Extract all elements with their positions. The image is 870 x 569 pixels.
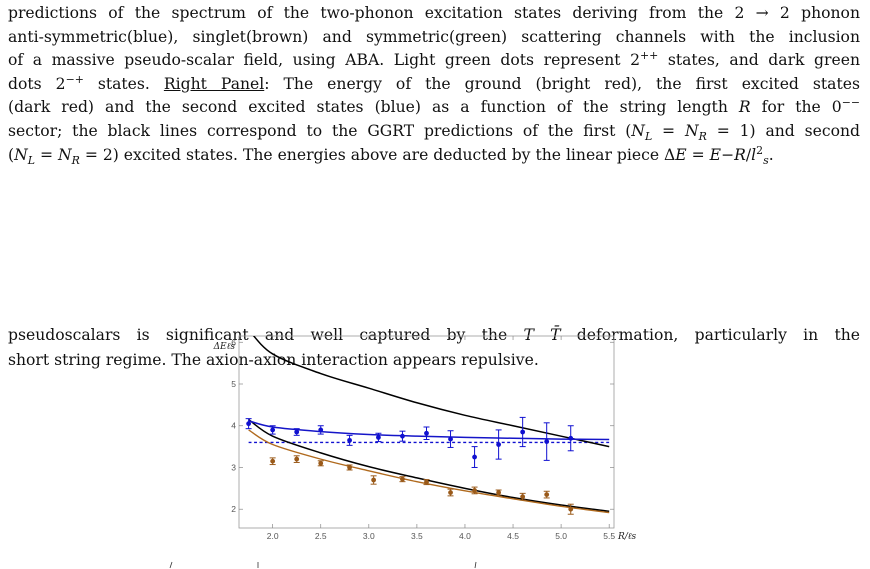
x-tick-label: 4.0 bbox=[459, 531, 471, 541]
next-figure-fragment bbox=[169, 561, 477, 569]
y-tick-label: 5 bbox=[231, 379, 236, 389]
brown-data-point bbox=[520, 494, 526, 500]
plot-frame bbox=[238, 335, 615, 529]
x-tick-label: 4.5 bbox=[507, 531, 519, 541]
body-paragraph: pseudoscalars is significant and well ca… bbox=[8, 323, 860, 373]
blue-data-point bbox=[520, 429, 526, 435]
x-tick-label: 5.0 bbox=[555, 531, 567, 541]
blue-data-point bbox=[544, 439, 550, 444]
blue-data-point bbox=[568, 435, 574, 441]
ggrt-first-excited-line bbox=[248, 418, 610, 513]
brown-data-point bbox=[347, 465, 352, 470]
brown-data-point bbox=[472, 488, 477, 493]
y-tick-label: 3 bbox=[231, 462, 236, 472]
caption-line-6: sector; the black lines correspond to th… bbox=[8, 121, 860, 144]
figure-caption: predictions of the spectrum of the two-p… bbox=[8, 2, 860, 167]
body-line-2: short string regime. The axion-axion int… bbox=[8, 351, 539, 369]
blue-data-point bbox=[347, 437, 352, 443]
caption-line-5: (dark red) and the second excited states… bbox=[8, 96, 860, 117]
blue-fit-curve bbox=[248, 420, 610, 441]
caption-line-3: of a massive pseudo-scalar field, using … bbox=[8, 49, 860, 70]
brown-data-point bbox=[371, 477, 377, 483]
caption-line-4: dots 2−+ states. Right Panel: The energy… bbox=[8, 72, 860, 93]
blue-data-point bbox=[246, 421, 252, 427]
ggrt-second-excited-line bbox=[252, 336, 610, 448]
x-tick-label: 2.0 bbox=[267, 531, 279, 541]
right-panel-label: Right Panel bbox=[163, 74, 265, 93]
x-tick-label: 5.5 bbox=[603, 531, 615, 541]
blue-data-point bbox=[270, 427, 276, 433]
blue-data-point bbox=[472, 454, 477, 460]
blue-data-point bbox=[318, 427, 324, 433]
brown-data-point bbox=[318, 460, 324, 466]
blue-data-point bbox=[400, 433, 405, 439]
brown-data-point bbox=[544, 492, 550, 498]
y-tick-label: 6 bbox=[231, 337, 236, 347]
brown-data-point bbox=[400, 476, 405, 482]
blue-data-point bbox=[496, 442, 502, 447]
brown-data-point bbox=[448, 490, 453, 495]
tt-bar-symbol: T T̄ bbox=[523, 326, 561, 344]
body-line-1: pseudoscalars is significant and well ca… bbox=[8, 326, 860, 344]
y-tick-label: 4 bbox=[231, 421, 236, 431]
blue-data-point bbox=[448, 436, 453, 442]
brown-data-point bbox=[270, 458, 276, 464]
brown-data-point bbox=[568, 506, 574, 512]
x-tick-label: 3.5 bbox=[411, 531, 423, 541]
caption-line-1: predictions of the spectrum of the two-p… bbox=[8, 4, 860, 22]
brown-data-point bbox=[496, 490, 502, 495]
caption-line-2: anti-symmetric(blue), singlet(brown) and… bbox=[8, 27, 860, 46]
brown-data-point bbox=[424, 479, 429, 485]
caption-line-7: (NL = NR = 2) excited states. The energi… bbox=[8, 143, 774, 167]
blue-data-point bbox=[294, 429, 300, 435]
y-axis-label: ΔEℓs bbox=[213, 342, 236, 352]
brown-data-point bbox=[294, 456, 300, 462]
blue-data-point bbox=[376, 435, 381, 440]
x-tick-label: 2.5 bbox=[315, 531, 327, 541]
x-axis-label: R/ℓs bbox=[617, 532, 637, 542]
y-tick-label: 2 bbox=[231, 504, 236, 514]
brown-fit-curve bbox=[248, 429, 610, 514]
x-tick-label: 3.0 bbox=[363, 531, 375, 541]
blue-data-point bbox=[424, 430, 429, 436]
